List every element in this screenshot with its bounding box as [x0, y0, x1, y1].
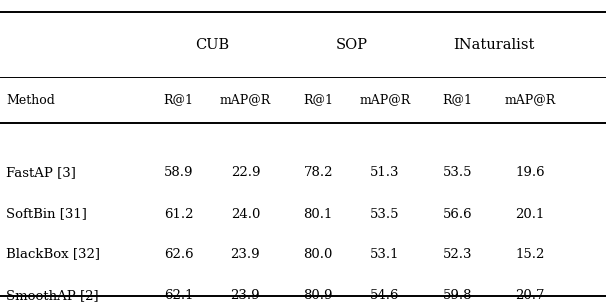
Text: SmoothAP [2]: SmoothAP [2] [6, 289, 99, 302]
Text: CUB: CUB [195, 38, 229, 52]
Text: FastAP [3]: FastAP [3] [6, 166, 76, 179]
Text: 58.9: 58.9 [164, 166, 193, 179]
Text: R@1: R@1 [442, 94, 473, 107]
Text: mAP@R: mAP@R [505, 94, 556, 107]
Text: 23.9: 23.9 [231, 248, 260, 261]
Text: 52.3: 52.3 [443, 248, 472, 261]
Text: 80.9: 80.9 [304, 289, 333, 302]
Text: 80.1: 80.1 [304, 208, 333, 221]
Text: 59.8: 59.8 [443, 289, 472, 302]
Text: SoftBin [31]: SoftBin [31] [6, 208, 87, 221]
Text: R@1: R@1 [303, 94, 333, 107]
Text: INaturalist: INaturalist [453, 38, 534, 52]
Text: 61.2: 61.2 [164, 208, 193, 221]
Text: SOP: SOP [336, 38, 367, 52]
Text: BlackBox [32]: BlackBox [32] [6, 248, 100, 261]
Text: 53.5: 53.5 [443, 166, 472, 179]
Text: 23.9: 23.9 [231, 289, 260, 302]
Text: 20.7: 20.7 [516, 289, 545, 302]
Text: 24.0: 24.0 [231, 208, 260, 221]
Text: mAP@R: mAP@R [220, 94, 271, 107]
Text: 53.5: 53.5 [370, 208, 399, 221]
Text: 56.6: 56.6 [443, 208, 472, 221]
Text: 22.9: 22.9 [231, 166, 260, 179]
Text: 62.1: 62.1 [164, 289, 193, 302]
Text: 15.2: 15.2 [516, 248, 545, 261]
Text: R@1: R@1 [164, 94, 194, 107]
Text: 53.1: 53.1 [370, 248, 399, 261]
Text: 19.6: 19.6 [516, 166, 545, 179]
Text: 62.6: 62.6 [164, 248, 193, 261]
Text: Method: Method [6, 94, 55, 107]
Text: 54.6: 54.6 [370, 289, 399, 302]
Text: 20.1: 20.1 [516, 208, 545, 221]
Text: 80.0: 80.0 [304, 248, 333, 261]
Text: 78.2: 78.2 [304, 166, 333, 179]
Text: 51.3: 51.3 [370, 166, 399, 179]
Text: mAP@R: mAP@R [359, 94, 410, 107]
